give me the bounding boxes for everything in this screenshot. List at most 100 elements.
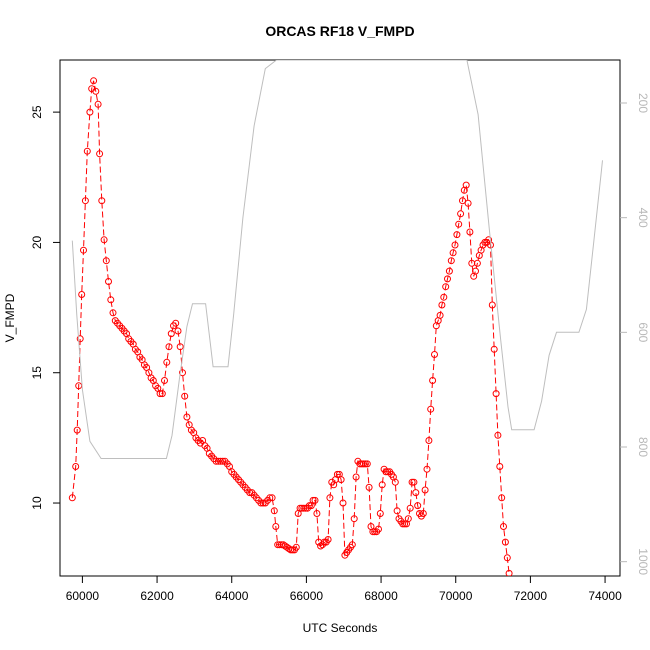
data-point (438, 301, 446, 309)
x-tick-label: 72000 (514, 589, 548, 603)
data-point (92, 87, 100, 95)
data-point (174, 327, 182, 335)
data-point (102, 257, 110, 265)
data-point (431, 351, 438, 358)
data-point (496, 463, 504, 470)
data-point (158, 390, 166, 398)
data-point (462, 181, 470, 189)
data-layer (68, 60, 603, 576)
y2-tick-label: 600 (636, 322, 650, 342)
data-point (68, 494, 76, 502)
data-point (498, 494, 506, 502)
data-point (412, 489, 420, 497)
data-point (270, 507, 278, 515)
data-point (333, 470, 341, 478)
x-axis-label: UTC Seconds (303, 621, 378, 635)
data-point (457, 210, 465, 218)
data-point (311, 496, 319, 504)
x-tick-label: 62000 (140, 589, 174, 603)
data-point (181, 392, 189, 400)
data-point (98, 197, 106, 205)
data-point (449, 249, 457, 257)
y-tick-label: 10 (30, 496, 44, 510)
data-point (472, 267, 479, 275)
data-point (165, 343, 173, 351)
data-point (172, 319, 180, 327)
data-point (427, 405, 435, 413)
data-point (277, 541, 285, 549)
data-point (309, 496, 317, 504)
y2-axis-right: 200 400 600 800 1000 (620, 93, 650, 575)
data-point (425, 437, 433, 444)
data-point (503, 554, 511, 562)
data-point (376, 510, 384, 517)
data-point (429, 377, 437, 384)
data-point (100, 236, 108, 244)
y-tick-label: 20 (30, 235, 44, 249)
data-point (83, 147, 91, 155)
data-point (410, 478, 418, 486)
data-point (287, 546, 295, 554)
data-point (326, 494, 334, 502)
x-tick-label: 74000 (588, 589, 622, 603)
data-point (94, 100, 102, 108)
data-point (488, 301, 496, 309)
data-point (350, 515, 358, 523)
data-point (378, 481, 386, 489)
data-point (393, 507, 401, 515)
data-point (445, 267, 453, 275)
data-point (183, 413, 191, 421)
data-point (501, 538, 509, 546)
data-point (500, 523, 507, 530)
data-point (257, 499, 265, 507)
data-point (404, 515, 412, 523)
data-point (466, 228, 474, 236)
data-point (494, 431, 502, 439)
data-point (109, 309, 117, 317)
y-axis-label: V_FMPD (3, 293, 17, 342)
data-point (401, 520, 409, 528)
data-point (399, 520, 407, 528)
data-point (423, 465, 431, 473)
data-point (163, 358, 171, 366)
data-point (492, 390, 500, 398)
data-point (73, 426, 81, 434)
data-point (266, 494, 274, 502)
x-tick-label: 60000 (66, 589, 100, 603)
y-axis: 10 15 20 25 (30, 105, 60, 510)
y2-tick-label: 800 (636, 437, 650, 457)
x-tick-label: 70000 (439, 589, 473, 603)
data-point (80, 246, 87, 254)
data-point (361, 460, 369, 468)
data-point (419, 510, 427, 517)
data-point (105, 278, 112, 285)
secondary-series-line (71, 60, 603, 459)
data-point (348, 541, 356, 549)
data-point (375, 525, 382, 533)
x-tick-label: 66000 (290, 589, 324, 603)
data-point (453, 231, 461, 239)
y-tick-label: 25 (30, 105, 44, 119)
data-point (305, 502, 313, 510)
data-point (212, 457, 220, 465)
data-point (313, 510, 321, 517)
data-point (72, 463, 80, 470)
data-point (156, 390, 164, 398)
data-point (76, 335, 84, 343)
data-point (459, 197, 466, 205)
data-point (414, 502, 422, 510)
x-tick-label: 64000 (215, 589, 249, 603)
data-point (268, 494, 276, 502)
data-point (391, 478, 399, 486)
data-point (217, 457, 224, 465)
x-axis: 60000 62000 64000 66000 68000 70000 72000 74000 (66, 576, 622, 603)
data-point (96, 150, 104, 158)
data-point (337, 476, 345, 484)
data-point (440, 293, 448, 301)
data-point (455, 220, 463, 228)
data-point (421, 486, 429, 494)
y-tick-label: 15 (30, 366, 44, 380)
data-point (107, 296, 115, 304)
data-point (363, 460, 371, 468)
